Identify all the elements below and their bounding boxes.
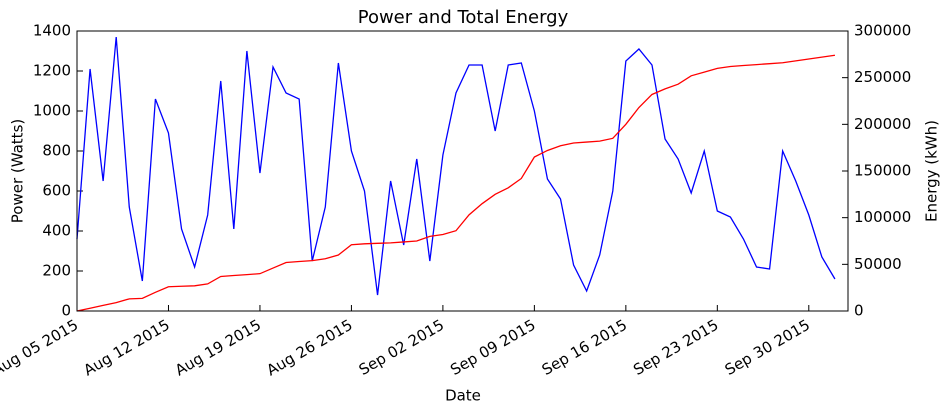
y2-axis-label: Energy (kWh) xyxy=(923,120,941,222)
y2-tick-label: 100000 xyxy=(854,208,911,226)
series-line xyxy=(76,54,836,312)
x-tick-label: Sep 02 2015 xyxy=(356,316,447,379)
x-tick-label: Sep 16 2015 xyxy=(539,316,630,379)
y-tick-label: 0 xyxy=(61,302,71,320)
series-line xyxy=(76,36,836,296)
y-tick-label: 1400 xyxy=(33,22,71,40)
plot-frame xyxy=(76,30,849,312)
x-tick-label: Aug 12 2015 xyxy=(81,316,173,380)
x-tick-label: Aug 26 2015 xyxy=(263,316,355,380)
x-tick-label: Sep 30 2015 xyxy=(722,316,813,379)
y2-tick-label: 250000 xyxy=(854,68,911,86)
y-tick-label: 1200 xyxy=(33,62,71,80)
y2-tick-label: 0 xyxy=(854,302,864,320)
y-tick-label: 600 xyxy=(42,182,71,200)
y-axis-label: Power (Watts) xyxy=(9,119,27,223)
x-tick-label: Sep 23 2015 xyxy=(630,316,721,379)
x-axis-label: Date xyxy=(445,387,481,405)
y2-tick-label: 200000 xyxy=(854,115,911,133)
x-tick-label: Aug 19 2015 xyxy=(172,316,264,380)
chart-title: Power and Total Energy xyxy=(358,7,569,28)
y2-tick-label: 150000 xyxy=(854,162,911,180)
y-tick-label: 1000 xyxy=(33,102,71,120)
y-tick-label: 200 xyxy=(42,262,71,280)
x-tick-label: Aug 05 2015 xyxy=(0,316,81,380)
y2-tick-label: 50000 xyxy=(854,255,902,273)
x-tick-label: Sep 09 2015 xyxy=(447,316,538,379)
y2-tick-label: 300000 xyxy=(854,22,911,40)
y-tick-label: 400 xyxy=(42,222,71,240)
y-tick-label: 800 xyxy=(42,142,71,160)
